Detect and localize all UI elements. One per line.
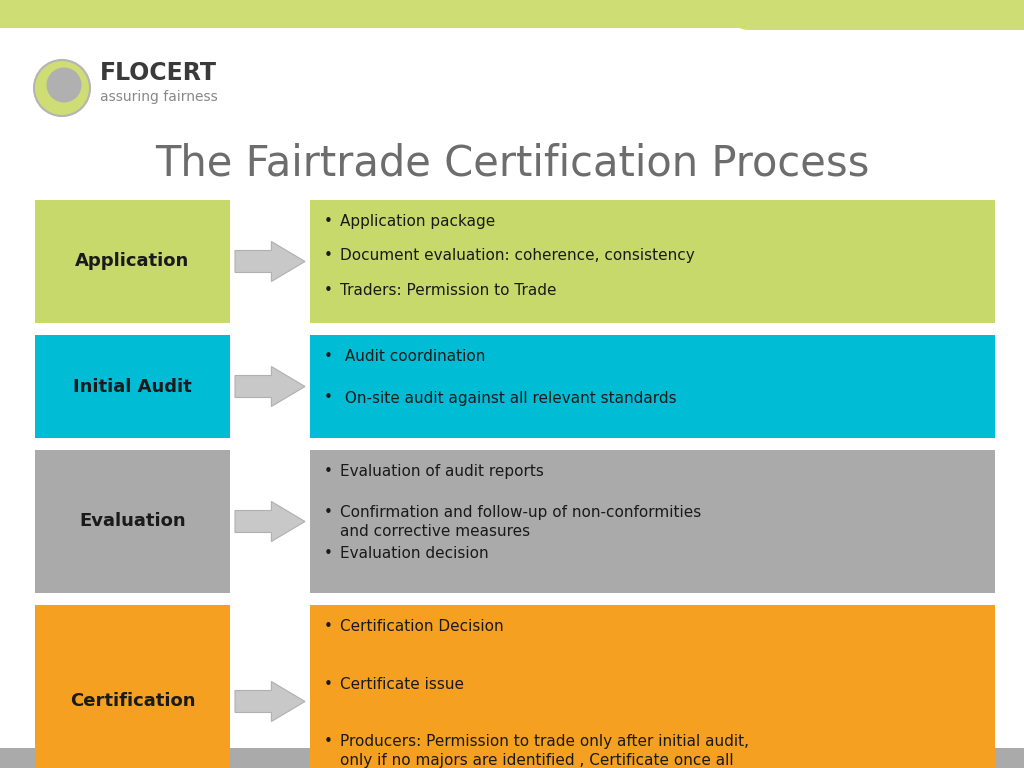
Polygon shape — [234, 241, 305, 282]
Text: •: • — [324, 619, 333, 634]
Text: •: • — [324, 505, 333, 520]
Text: The Fairtrade Certification Process: The Fairtrade Certification Process — [155, 142, 869, 184]
Text: •: • — [324, 546, 333, 561]
Text: Certification Decision: Certification Decision — [340, 619, 504, 634]
Text: Certification: Certification — [70, 693, 196, 710]
Text: FLOCERT: FLOCERT — [100, 61, 217, 85]
Bar — [0, 748, 1024, 768]
Text: •: • — [324, 464, 333, 479]
Text: Evaluation of audit reports: Evaluation of audit reports — [340, 464, 544, 479]
Polygon shape — [234, 681, 305, 721]
Text: •: • — [324, 349, 333, 364]
Bar — [310, 450, 995, 593]
Text: •: • — [324, 677, 333, 692]
Text: •: • — [324, 390, 333, 406]
Text: •: • — [324, 248, 333, 263]
Circle shape — [34, 60, 90, 116]
Text: Certificate issue: Certificate issue — [340, 677, 464, 692]
Text: •: • — [324, 283, 333, 298]
Text: Producers: Permission to trade only after initial audit,
only if no majors are i: Producers: Permission to trade only afte… — [340, 734, 749, 768]
Text: Confirmation and follow-up of non-conformities
and corrective measures: Confirmation and follow-up of non-confor… — [340, 505, 701, 538]
Circle shape — [47, 68, 81, 102]
Text: assuring fairness: assuring fairness — [100, 90, 218, 104]
Bar — [35, 200, 230, 323]
Polygon shape — [234, 502, 305, 541]
Text: Traders: Permission to Trade: Traders: Permission to Trade — [340, 283, 556, 298]
Bar — [310, 200, 995, 323]
Bar — [35, 335, 230, 438]
Text: Application package: Application package — [340, 214, 496, 229]
Text: •: • — [324, 214, 333, 229]
Bar — [35, 450, 230, 593]
Text: On-site audit against all relevant standards: On-site audit against all relevant stand… — [340, 390, 677, 406]
Bar — [0, 0, 1024, 28]
FancyBboxPatch shape — [730, 0, 1024, 30]
Bar — [35, 605, 230, 768]
Text: Application: Application — [76, 253, 189, 270]
Text: Evaluation: Evaluation — [79, 512, 185, 531]
Bar — [310, 605, 995, 768]
Polygon shape — [234, 366, 305, 406]
Text: Evaluation decision: Evaluation decision — [340, 546, 488, 561]
Bar — [310, 335, 995, 438]
Text: •: • — [324, 734, 333, 750]
Text: Initial Audit: Initial Audit — [73, 378, 191, 396]
Text: Document evaluation: coherence, consistency: Document evaluation: coherence, consiste… — [340, 248, 694, 263]
Text: Audit coordination: Audit coordination — [340, 349, 485, 364]
